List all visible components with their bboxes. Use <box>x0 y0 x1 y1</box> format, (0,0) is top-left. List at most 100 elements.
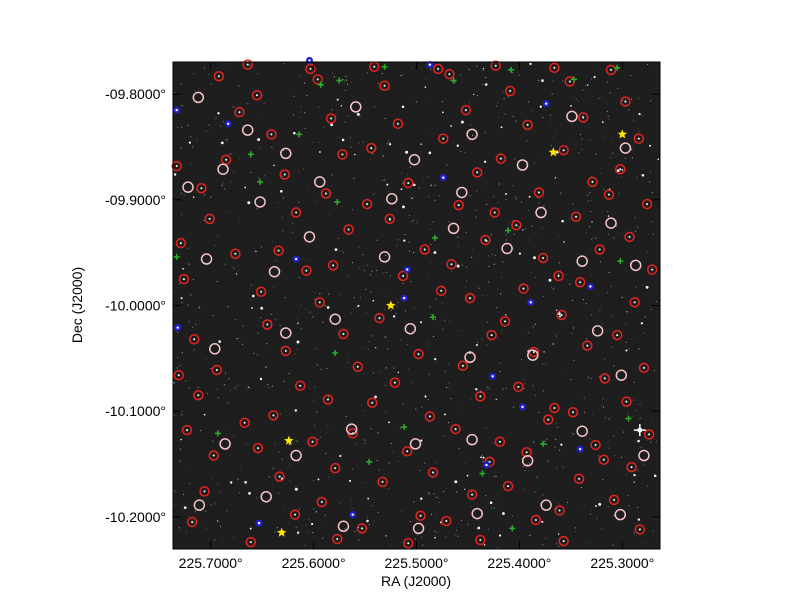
pink-circle-marker <box>303 231 316 243</box>
noise-pixel <box>558 262 560 264</box>
red-circle-core <box>417 353 420 356</box>
noise-pixel <box>351 209 353 211</box>
red-circle-core <box>371 401 374 404</box>
noise-pixel <box>215 117 217 119</box>
noise-pixel <box>651 192 653 194</box>
x-axis-label: RA (J2000) <box>381 573 451 589</box>
noise-pixel <box>258 177 260 179</box>
noise-pixel <box>465 280 467 282</box>
noise-pixel <box>433 336 435 337</box>
red-circle-marker <box>366 397 378 408</box>
noise-pixel <box>347 362 349 363</box>
noise-pixel <box>180 83 182 85</box>
noise-pixel <box>190 294 192 296</box>
noise-pixel <box>187 304 189 306</box>
noise-pixel <box>504 113 506 115</box>
red-circle-core <box>191 521 194 524</box>
noise-pixel <box>527 239 529 241</box>
noise-pixel <box>532 385 534 387</box>
noise-pixel <box>181 105 183 107</box>
noise-pixel <box>531 225 533 227</box>
red-circle-marker <box>186 516 198 528</box>
red-circle-marker <box>570 211 582 223</box>
faint-star <box>430 184 432 186</box>
noise-pixel <box>222 537 224 539</box>
noise-pixel <box>374 149 376 151</box>
noise-pixel <box>606 81 608 83</box>
noise-pixel <box>345 79 347 81</box>
noise-pixel <box>613 237 615 239</box>
red-circle-core <box>571 411 574 414</box>
blue-dot-core <box>589 285 592 288</box>
noise-pixel <box>633 399 635 401</box>
noise-pixel <box>435 298 437 300</box>
noise-pixel <box>445 536 447 538</box>
noise-pixel <box>446 164 448 166</box>
noise-pixel <box>231 266 233 268</box>
red-circle-core <box>476 171 479 174</box>
noise-pixel <box>292 222 294 224</box>
noise-pixel <box>427 176 429 178</box>
noise-pixel <box>347 83 348 85</box>
noise-pixel <box>372 335 374 337</box>
noise-pixel <box>485 183 487 185</box>
noise-pixel <box>328 476 330 478</box>
noise-pixel <box>650 308 652 310</box>
noise-pixel <box>442 101 443 102</box>
red-circle-marker <box>626 461 637 473</box>
faint-star <box>386 183 389 186</box>
noise-pixel <box>652 530 654 532</box>
faint-star <box>294 487 298 491</box>
noise-pixel <box>645 440 647 442</box>
noise-pixel <box>434 518 436 520</box>
noise-pixel <box>621 456 622 458</box>
noise-pixel <box>411 381 413 383</box>
red-circle-marker <box>603 189 615 200</box>
red-circle-core <box>370 147 373 150</box>
noise-pixel <box>498 183 500 185</box>
noise-pixel <box>460 150 462 152</box>
noise-pixel <box>595 237 597 239</box>
noise-pixel <box>223 384 225 386</box>
noise-pixel <box>608 447 610 449</box>
red-circle-marker <box>638 362 650 374</box>
faint-star <box>411 197 413 199</box>
noise-pixel <box>639 417 641 419</box>
red-circle-marker <box>542 414 554 425</box>
faint-star <box>180 438 182 441</box>
noise-pixel <box>587 194 589 196</box>
red-circle-core <box>185 429 188 432</box>
noise-pixel <box>344 90 346 91</box>
faint-star <box>296 531 300 534</box>
red-circle-marker <box>175 237 187 249</box>
noise-pixel <box>622 431 624 433</box>
noise-pixel <box>457 535 459 537</box>
pink-circle-marker <box>629 259 642 272</box>
blue-dot-core <box>294 257 298 261</box>
red-circle-core <box>602 458 605 461</box>
faint-star <box>255 250 257 253</box>
noise-pixel <box>443 491 445 493</box>
noise-pixel <box>274 319 276 321</box>
noise-pixel <box>316 348 318 350</box>
pink-circle-marker <box>193 499 206 511</box>
faint-star <box>315 511 317 513</box>
noise-pixel <box>301 450 303 452</box>
y-tick-label: -09.8000° <box>105 86 166 102</box>
noise-pixel <box>641 284 643 286</box>
noise-pixel <box>443 435 445 437</box>
noise-pixel <box>542 233 543 234</box>
faint-star <box>601 121 604 123</box>
faint-star <box>424 395 427 398</box>
red-circle-core <box>215 368 218 371</box>
green-plus-marker <box>508 66 515 73</box>
green-plus-marker <box>317 81 324 88</box>
noise-pixel <box>350 146 352 148</box>
red-circle-core <box>610 68 613 71</box>
red-circle-marker <box>234 106 245 118</box>
noise-pixel <box>413 252 415 253</box>
noise-pixel <box>583 504 585 506</box>
noise-pixel <box>555 543 557 545</box>
noise-pixel <box>282 508 284 510</box>
faint-star <box>413 183 416 187</box>
